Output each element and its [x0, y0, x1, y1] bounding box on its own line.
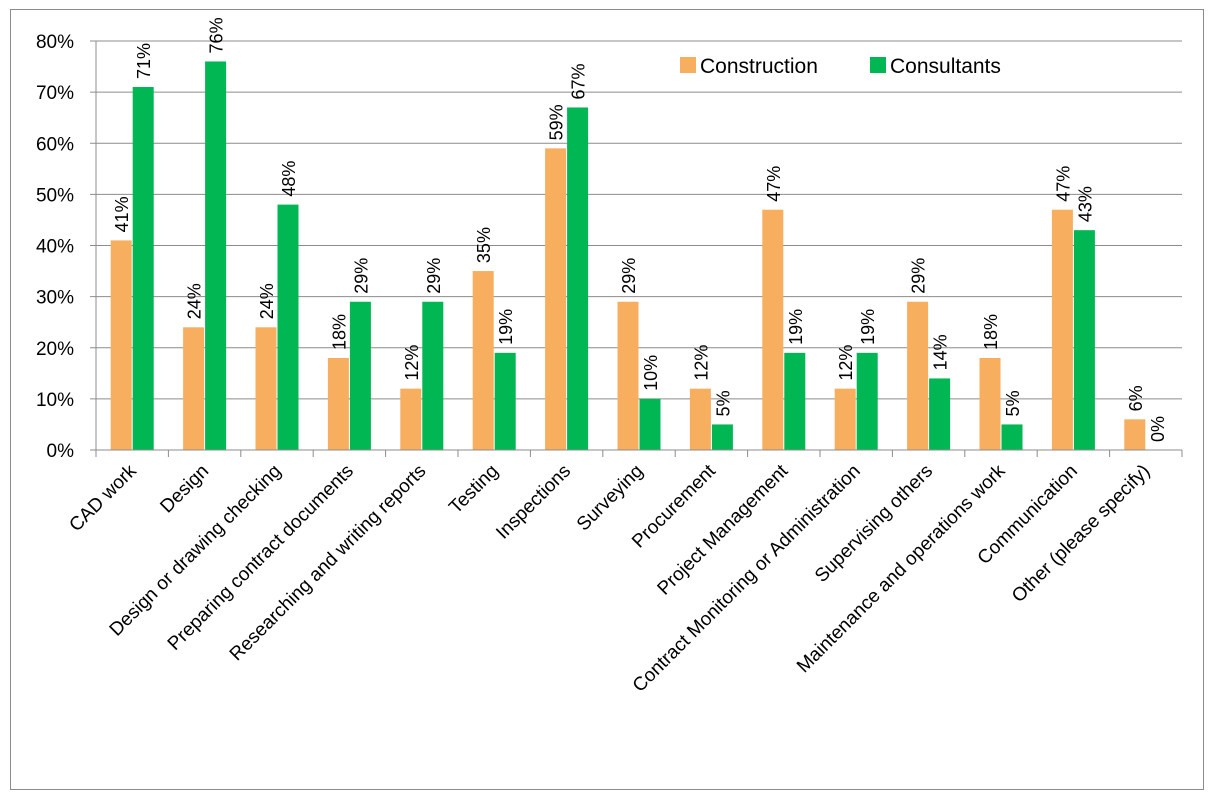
bar-data-label: 18% — [329, 314, 349, 350]
bar-data-label: 43% — [1075, 186, 1095, 222]
y-tick-label: 20% — [36, 339, 74, 360]
bar-data-label: 71% — [134, 43, 154, 79]
bar-data-label: 6% — [1126, 385, 1146, 411]
bar-consultants-6 — [494, 352, 516, 450]
bar-data-label: 35% — [474, 227, 494, 263]
bar-data-label: 24% — [185, 283, 205, 319]
bar-construction-5 — [400, 388, 422, 450]
bar-consultants-8 — [639, 398, 661, 450]
y-tick-label: 10% — [36, 390, 74, 411]
bar-data-label: 29% — [424, 258, 444, 294]
y-tick-label: 70% — [36, 83, 74, 104]
bar-data-label: 59% — [547, 104, 567, 140]
y-tick-label: 30% — [36, 288, 74, 309]
bar-construction-1 — [110, 240, 132, 450]
y-tick-label: 40% — [36, 237, 74, 258]
legend-swatch-consultants — [870, 57, 886, 73]
legend-background — [650, 44, 1040, 90]
bar-data-label: 12% — [402, 345, 422, 381]
bars — [110, 61, 1146, 451]
bar-data-label: 12% — [691, 345, 711, 381]
bar-construction-9 — [689, 388, 711, 450]
bar-data-label: 19% — [858, 309, 878, 345]
bar-data-label: 29% — [909, 258, 929, 294]
legend-label-construction: Construction — [700, 55, 818, 78]
bar-data-label: 5% — [713, 390, 733, 416]
bar-consultants-5 — [422, 301, 444, 450]
gridlines — [90, 40, 1182, 451]
bar-data-label: 14% — [931, 334, 951, 370]
bar-data-label: 0% — [1148, 416, 1168, 442]
legend-swatch-construction — [680, 57, 696, 73]
bar-data-label: 19% — [786, 309, 806, 345]
bar-consultants-13 — [1001, 424, 1023, 450]
bar-construction-3 — [255, 327, 277, 450]
bar-consultants-9 — [711, 424, 733, 450]
bar-construction-8 — [617, 301, 639, 450]
bar-data-label: 76% — [207, 17, 227, 53]
bar-construction-4 — [327, 357, 349, 450]
bar-consultants-14 — [1073, 230, 1095, 450]
bar-data-label: 48% — [279, 161, 299, 197]
y-tick-label: 50% — [36, 185, 74, 206]
bar-construction-13 — [979, 357, 1001, 450]
y-tick-label: 60% — [36, 134, 74, 155]
axes — [95, 41, 1183, 457]
bar-data-label: 19% — [496, 309, 516, 345]
legend: Construction Consultants — [650, 44, 1040, 90]
bar-data-label: 41% — [112, 196, 132, 232]
bar-construction-7 — [545, 148, 567, 451]
bar-data-label: 18% — [981, 314, 1001, 350]
y-axis-tick-labels: 0% 10% 20% 30% 40% 50% 60% 70% 80% — [36, 32, 74, 462]
bar-data-label: 5% — [1003, 390, 1023, 416]
bar-construction-11 — [834, 388, 856, 450]
bar-data-label: 29% — [619, 258, 639, 294]
bar-construction-10 — [762, 209, 784, 450]
bar-consultants-10 — [784, 352, 806, 450]
legend-label-consultants: Consultants — [890, 55, 1001, 78]
bar-data-label: 67% — [569, 63, 589, 99]
bar-data-label: 24% — [257, 283, 277, 319]
bar-data-labels: 41%71%24%76%24%48%18%29%12%29%35%19%59%6… — [112, 17, 1168, 442]
y-tick-label: 80% — [36, 32, 74, 53]
bar-construction-14 — [1051, 209, 1073, 450]
y-tick-label: 0% — [47, 441, 75, 462]
bar-construction-12 — [907, 301, 929, 450]
bar-construction-6 — [472, 271, 494, 450]
bar-consultants-11 — [856, 352, 878, 450]
bar-construction-15 — [1124, 419, 1146, 450]
bar-consultants-4 — [349, 301, 371, 450]
bar-construction-2 — [183, 327, 205, 450]
bar-consultants-3 — [277, 204, 299, 450]
bar-consultants-1 — [132, 87, 154, 450]
bar-data-label: 47% — [764, 166, 784, 202]
bar-consultants-7 — [567, 107, 589, 451]
bar-consultants-2 — [205, 61, 227, 450]
bar-consultants-12 — [929, 378, 951, 450]
bar-data-label: 12% — [836, 345, 856, 381]
bar-data-label: 47% — [1053, 166, 1073, 202]
bar-data-label: 29% — [351, 258, 371, 294]
bar-data-label: 10% — [641, 355, 661, 391]
